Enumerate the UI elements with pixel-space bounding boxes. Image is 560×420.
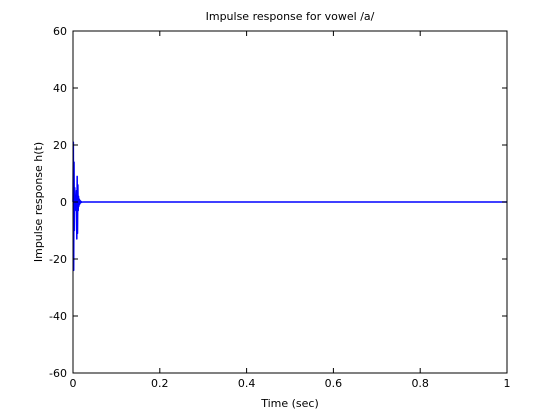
x-tick-label: 0.6	[325, 377, 343, 390]
chart-title: Impulse response for vowel /a/	[206, 10, 375, 23]
y-tick-label: -40	[49, 310, 67, 323]
x-axis-title: Time (sec)	[260, 397, 319, 410]
x-tick-label: 0.8	[411, 377, 429, 390]
y-tick-label: 60	[53, 25, 67, 38]
plot-frame	[72, 30, 508, 374]
series-layer	[72, 141, 507, 272]
x-tick-label: 0	[70, 377, 77, 390]
impulse-response-line	[72, 141, 507, 272]
y-tick-label: -20	[49, 253, 67, 266]
tick-layer: 0 0.2 0.4 0.6 0.8 1 -60 -40 -20 0 20 40 60	[49, 25, 510, 390]
y-tick-label: 40	[53, 82, 67, 95]
y-tick-label: -60	[49, 367, 67, 380]
x-tick-label: 0.2	[151, 377, 169, 390]
y-axis-title: Impulse response h(t)	[32, 142, 45, 262]
y-tick-label: 20	[53, 139, 67, 152]
x-tick-label: 0.4	[238, 377, 256, 390]
y-tick-label: 0	[60, 196, 67, 209]
x-tick-label: 1	[504, 377, 511, 390]
